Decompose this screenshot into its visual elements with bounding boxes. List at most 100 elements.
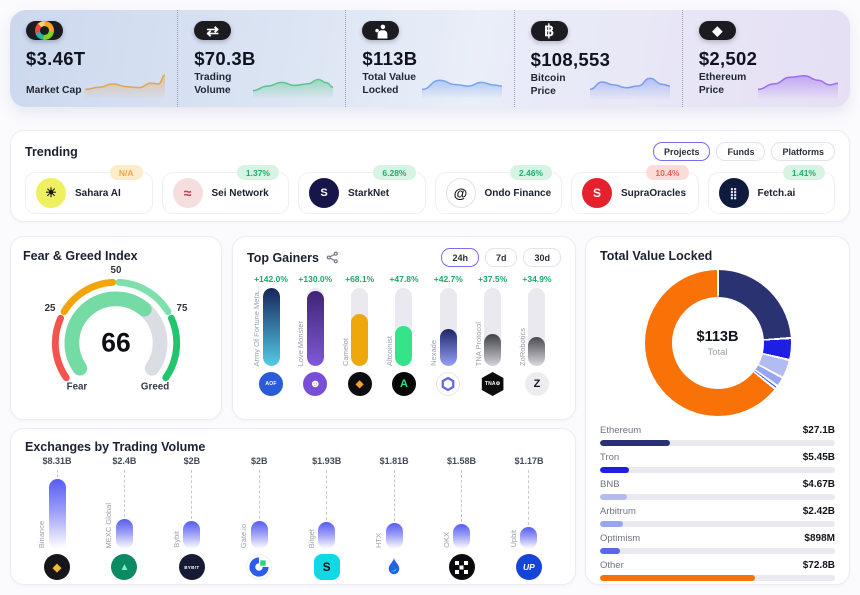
gainer-column: +37.5% TNA Protocol TNA⚙ xyxy=(473,274,513,396)
change-badge: N/A xyxy=(109,165,143,180)
gainer-column: +47.8% Altcoinist A xyxy=(384,274,424,396)
supraoracles-icon: S xyxy=(582,178,612,208)
market-stats-bar: $3.46T Market Cap ⇄ $70.3B Trading Volum… xyxy=(10,10,850,107)
trending-item[interactable]: S SupraOracles 10.4% xyxy=(571,165,699,214)
tvl-chain-row: Optimism $898M xyxy=(600,533,835,554)
gainer-bar xyxy=(528,288,546,366)
trending-item-name: Fetch.ai xyxy=(757,187,796,199)
stat-value: $3.46T xyxy=(26,48,86,69)
exchange-bar xyxy=(453,524,471,549)
svg-text:Fear: Fear xyxy=(67,381,88,392)
exchange-column: $2.4B MEXC Global ▲ xyxy=(96,456,152,580)
tvl-center-label: Total xyxy=(707,346,728,358)
trending-filters: Projects Funds Platforms xyxy=(652,142,835,161)
stat-card[interactable]: ⇄ $70.3B Trading Volume xyxy=(178,10,347,107)
exchange-name: Upbit xyxy=(508,530,518,548)
gainer-name: Camelot xyxy=(340,338,350,366)
dashed-connector xyxy=(528,470,530,525)
gainer-name: Altcoinist xyxy=(384,335,394,366)
tvl-donut-chart: $113B Total xyxy=(644,270,791,416)
exchange-volume-label: $2.4B xyxy=(112,456,137,466)
exchanges-title: Exchanges by Trading Volume xyxy=(25,440,206,454)
gainer-column: +68.1% Camelot ◆ xyxy=(340,274,380,396)
dashed-connector xyxy=(258,470,260,520)
gainer-bar xyxy=(484,288,502,366)
filter-button[interactable]: Funds xyxy=(716,142,766,161)
tvl-title: Total Value Locked xyxy=(600,249,713,263)
altcoinist-icon: A xyxy=(391,372,416,396)
starknet-icon: S xyxy=(309,178,339,208)
love-monster-icon: ☻ xyxy=(303,372,328,396)
exchange-column: $1.81B HTX xyxy=(366,456,422,580)
stat-card[interactable]: ฿ $108,553 Bitcoin Price xyxy=(515,10,683,107)
fear-greed-card: Fear & Greed Index 25 50 75 Fear Greed 66 xyxy=(10,236,222,420)
svg-text:50: 50 xyxy=(111,265,122,276)
trending-item[interactable]: @ Ondo Finance 2.46% xyxy=(434,165,562,214)
chain-bar xyxy=(600,574,835,581)
gainer-bar xyxy=(351,288,369,366)
stat-card[interactable]: ◆ $2,502 Ethereum Price xyxy=(683,10,850,107)
chain-name: Tron xyxy=(600,452,620,463)
gainer-name: Army Of Fortune Meta... xyxy=(252,285,261,366)
exchange-bar xyxy=(115,518,133,549)
chain-bar xyxy=(600,547,835,554)
chain-name: Optimism xyxy=(600,533,641,544)
stat-sparkline xyxy=(421,70,502,98)
stat-label: Bitcoin Price xyxy=(530,73,566,98)
stat-card[interactable]: $113B Total Value Locked xyxy=(346,10,515,107)
gainer-change-label: +142.0% xyxy=(254,274,288,284)
exchange-name: Bybit xyxy=(171,531,181,548)
trending-item[interactable]: ⣿ Fetch.ai 1.41% xyxy=(707,165,835,214)
exchange-name: MEXC Global xyxy=(104,502,114,548)
exchange-volume-label: $1.58B xyxy=(447,456,477,466)
exchange-bar xyxy=(318,521,336,549)
gainer-bar xyxy=(306,288,324,366)
gainer-change-label: +34.9% xyxy=(522,274,552,284)
dashed-connector xyxy=(461,470,463,523)
stat-sparkline xyxy=(589,71,670,99)
gainer-column: +130.0% Love Monster ☻ xyxy=(295,274,335,396)
exchange-name: HTX xyxy=(374,533,384,548)
fetch-ai-icon: ⣿ xyxy=(718,178,749,208)
change-badge: 6.28% xyxy=(373,165,416,180)
upbit-icon: UP xyxy=(515,554,542,580)
filter-button[interactable]: Platforms xyxy=(771,142,835,161)
chain-bar xyxy=(600,466,835,473)
exchange-volume-label: $8.31B xyxy=(42,456,72,466)
trending-item-name: Sei Network xyxy=(211,187,269,199)
dashed-connector xyxy=(393,470,395,521)
exchange-column: $2B Gate.io xyxy=(231,456,287,580)
exchange-column: $8.31B Binance ◆ xyxy=(29,456,85,580)
stat-value: $108,553 xyxy=(530,49,611,70)
gainer-column: +42.7% Nexade xyxy=(428,274,468,396)
filter-button[interactable]: 7d xyxy=(484,248,518,267)
zorobotics-icon: Z xyxy=(524,372,549,396)
share-icon[interactable] xyxy=(326,251,339,264)
exchange-column: $1.17B Upbit UP xyxy=(501,456,557,580)
stat-sparkline xyxy=(757,70,839,98)
trending-title: Trending xyxy=(25,144,78,159)
trending-item[interactable]: ☀ Sahara AI N/A xyxy=(25,165,153,214)
bitcoin-icon: ฿ xyxy=(530,21,568,41)
filter-button[interactable]: 30d xyxy=(523,248,561,267)
filter-button[interactable]: Projects xyxy=(652,142,711,161)
sei-network-icon: ≈ xyxy=(172,178,203,208)
gainer-name: ZoRobotics xyxy=(517,328,527,366)
gainer-bar xyxy=(262,288,280,366)
tvl-center-value: $113B xyxy=(696,328,739,345)
trending-item-name: StarkNet xyxy=(348,187,390,199)
chain-name: BNB xyxy=(600,479,620,490)
stat-value: $113B xyxy=(362,48,418,69)
exchange-columns: $8.31B Binance ◆ $2.4B MEXC Global ▲ $2B… xyxy=(25,456,561,580)
svg-text:75: 75 xyxy=(177,303,188,314)
trending-item[interactable]: S StarkNet 6.28% xyxy=(298,165,426,214)
stat-card[interactable]: $3.46T Market Cap xyxy=(10,10,179,107)
dashed-connector xyxy=(123,470,125,517)
filter-button[interactable]: 24h xyxy=(441,248,479,267)
exchange-name: Binance xyxy=(37,520,46,548)
change-badge: 2.46% xyxy=(509,165,552,180)
chain-value: $898M xyxy=(804,533,835,544)
binance-icon: ◆ xyxy=(44,554,70,580)
trending-item[interactable]: ≈ Sei Network 1.37% xyxy=(161,165,289,214)
nexade-icon xyxy=(436,372,461,396)
